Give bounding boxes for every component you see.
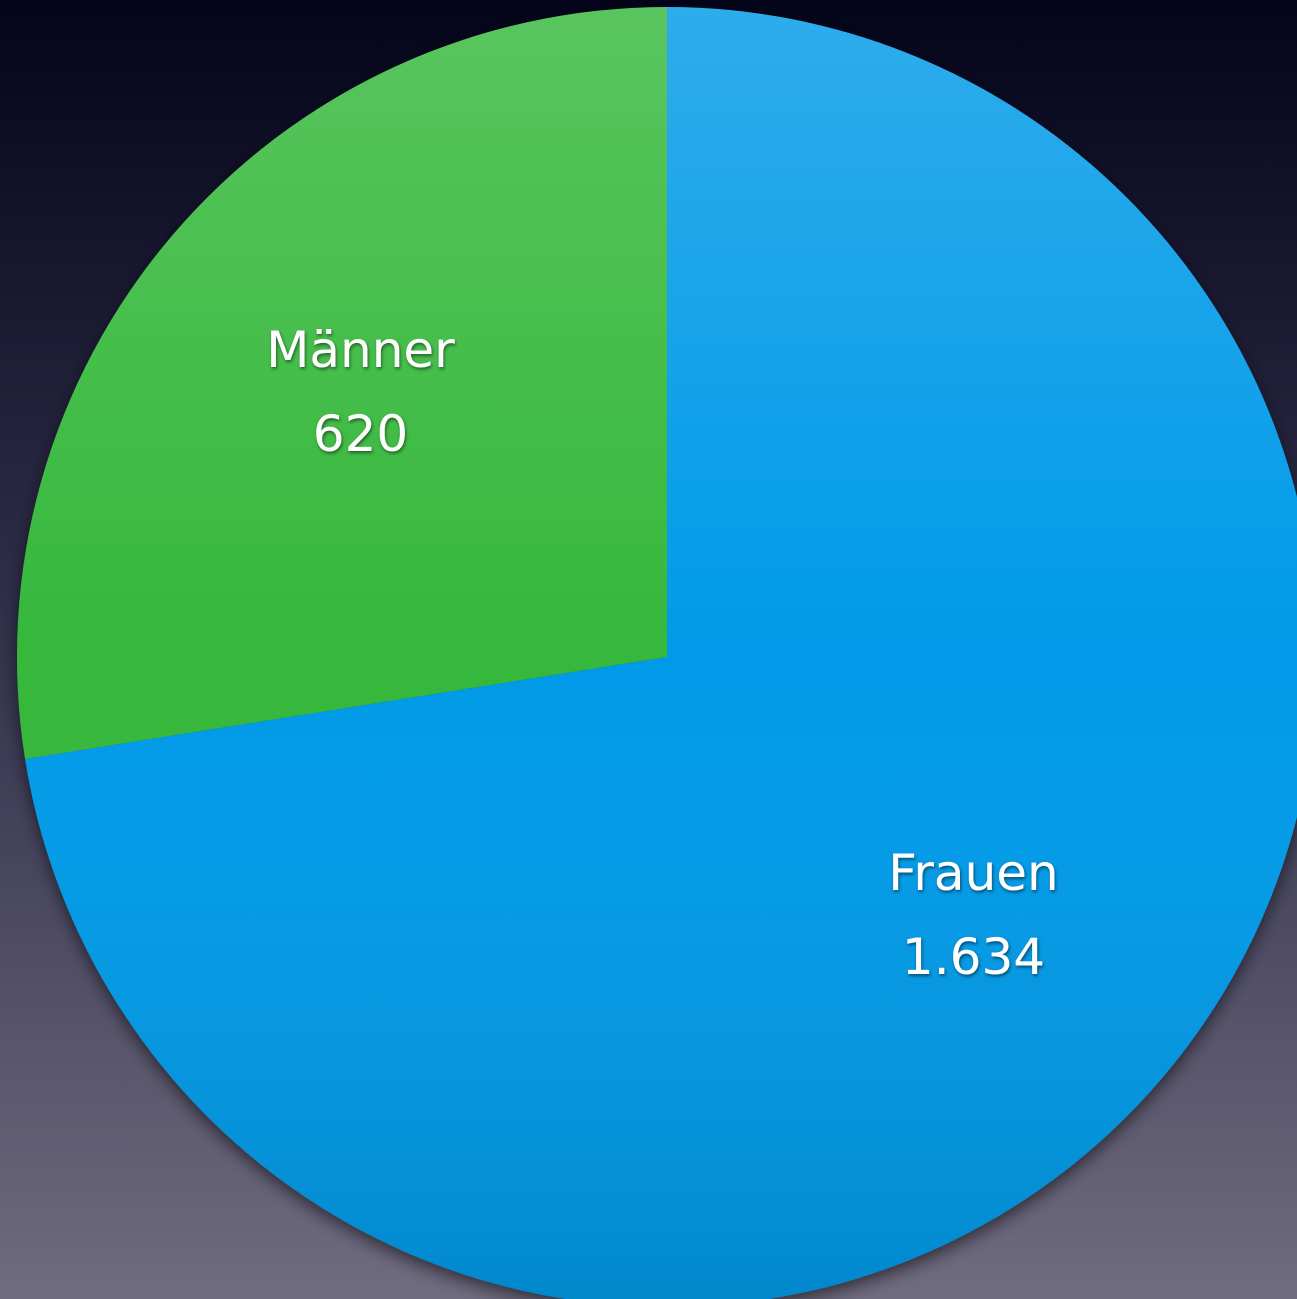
pie: [17, 7, 1297, 1299]
labels: Frauen 1.634 Männer 620: [266, 321, 1058, 986]
slice-value-label: 1.634: [902, 928, 1045, 986]
slice-label: Frauen: [888, 844, 1058, 902]
slice-label: Männer: [266, 321, 455, 379]
slice-value-label: 620: [313, 405, 408, 463]
